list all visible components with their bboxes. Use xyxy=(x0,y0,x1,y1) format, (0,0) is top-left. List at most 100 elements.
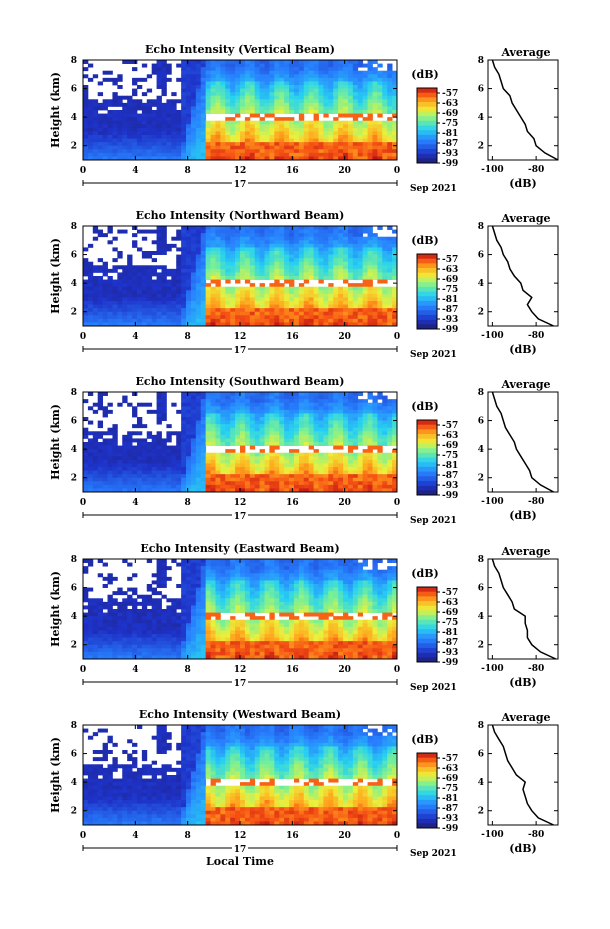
heatmap-cell xyxy=(284,290,290,295)
heatmap-cell xyxy=(347,81,354,86)
heatmap-cell xyxy=(382,315,388,320)
heatmap-cell xyxy=(117,311,123,316)
heatmap-cell xyxy=(289,233,295,238)
heatmap-cell xyxy=(230,308,236,313)
heatmap-cell xyxy=(313,117,319,122)
heatmap-cell xyxy=(146,449,153,454)
heatmap-cell xyxy=(284,311,290,316)
heatmap-cell xyxy=(328,311,334,316)
heatmap-cell xyxy=(382,399,388,404)
heatmap-cell xyxy=(230,268,236,273)
heatmap-cell xyxy=(377,293,383,298)
heatmap-cell xyxy=(357,297,364,302)
heatmap-cell xyxy=(377,474,383,479)
heatmap-cell xyxy=(171,445,177,450)
heatmap-cell xyxy=(313,240,319,245)
heatmap-cell xyxy=(215,236,221,241)
heatmap-cell xyxy=(225,438,231,443)
heatmap-cell xyxy=(387,226,393,230)
heatmap-cell xyxy=(318,459,324,464)
heatmap-cell xyxy=(362,265,368,270)
heatmap-cell xyxy=(240,81,246,86)
heatmap-cell xyxy=(195,102,202,107)
heatmap-cell xyxy=(190,315,197,320)
heatmap-cell xyxy=(264,434,270,439)
heatmap-cell xyxy=(107,229,113,234)
heatmap-cell xyxy=(323,417,329,421)
heatmap-cell xyxy=(230,110,236,114)
heatmap-cell xyxy=(235,88,241,93)
heatmap-cell xyxy=(122,138,128,143)
heatmap-cell xyxy=(284,85,290,89)
heatmap-cell xyxy=(377,226,383,230)
heatmap-cell xyxy=(225,474,231,479)
heatmap-cell xyxy=(127,102,133,107)
heatmap-cell xyxy=(112,124,118,129)
heatmap-cell xyxy=(195,315,202,320)
heatmap-cell xyxy=(367,283,373,288)
heatmap-cell xyxy=(136,276,143,280)
heatmap-cell xyxy=(176,442,182,446)
heatmap-cell xyxy=(249,481,256,486)
heatmap-cell xyxy=(200,427,207,432)
heatmap-cell xyxy=(352,399,359,404)
heatmap-cell xyxy=(293,261,300,266)
heatmap-cell xyxy=(235,413,241,418)
heatmap-cell xyxy=(83,110,89,114)
heatmap-cell xyxy=(92,470,99,475)
heatmap-cell xyxy=(313,395,319,400)
heatmap-cell xyxy=(303,311,310,316)
heatmap-cell xyxy=(382,145,388,150)
heatmap-cell xyxy=(387,402,393,407)
heatmap-cell xyxy=(200,420,207,425)
heatmap-cell xyxy=(333,406,339,411)
heatmap-cell xyxy=(254,102,261,107)
heatmap-cell xyxy=(225,145,231,150)
heatmap-cell xyxy=(97,431,104,436)
heatmap-cell xyxy=(141,322,148,327)
heatmap-cell xyxy=(230,304,236,309)
heatmap-cell xyxy=(161,226,167,230)
heatmap-cell xyxy=(392,406,398,411)
heatmap-cell xyxy=(392,265,398,270)
heatmap-cell xyxy=(392,268,398,273)
heatmap-cell xyxy=(289,406,295,411)
heatmap-cell xyxy=(127,113,133,118)
heatmap-cell xyxy=(357,484,364,489)
heatmap-cell xyxy=(156,67,162,72)
heatmap-cell xyxy=(298,63,305,68)
heatmap-cell xyxy=(377,311,383,316)
heatmap-cell xyxy=(387,156,393,161)
heatmap-cell xyxy=(156,120,162,125)
heatmap-cell xyxy=(230,452,236,457)
heatmap-cell xyxy=(328,315,334,320)
heatmap-cell xyxy=(156,488,162,493)
heatmap-cell xyxy=(107,142,113,147)
heatmap-cell xyxy=(186,258,192,263)
heatmap-cell xyxy=(230,145,236,150)
heatmap-cell xyxy=(313,488,319,493)
heatmap-cell xyxy=(362,297,368,302)
heatmap-cell xyxy=(333,420,339,425)
heatmap-cell xyxy=(244,67,251,72)
heatmap-cell xyxy=(92,474,99,479)
heatmap-cell xyxy=(195,434,202,439)
heatmap-cell xyxy=(318,88,324,93)
heatmap-cell xyxy=(249,240,256,245)
heatmap-cell xyxy=(200,467,207,471)
heatmap-cell xyxy=(200,470,207,475)
heatmap-cell xyxy=(274,484,280,489)
heatmap-cell xyxy=(195,60,202,64)
heatmap-cell xyxy=(372,395,378,400)
heatmap-cell xyxy=(343,488,349,493)
heatmap-cell xyxy=(367,318,373,323)
heatmap-cell xyxy=(195,138,202,143)
heatmap-cell xyxy=(259,95,265,100)
heatmap-cell xyxy=(186,138,192,143)
heatmap-cell xyxy=(318,297,324,302)
heatmap-cell xyxy=(259,322,265,327)
heatmap-cell xyxy=(264,251,270,255)
heatmap-cell xyxy=(186,283,192,288)
heatmap-cell xyxy=(195,474,202,479)
average-frame xyxy=(487,391,559,493)
